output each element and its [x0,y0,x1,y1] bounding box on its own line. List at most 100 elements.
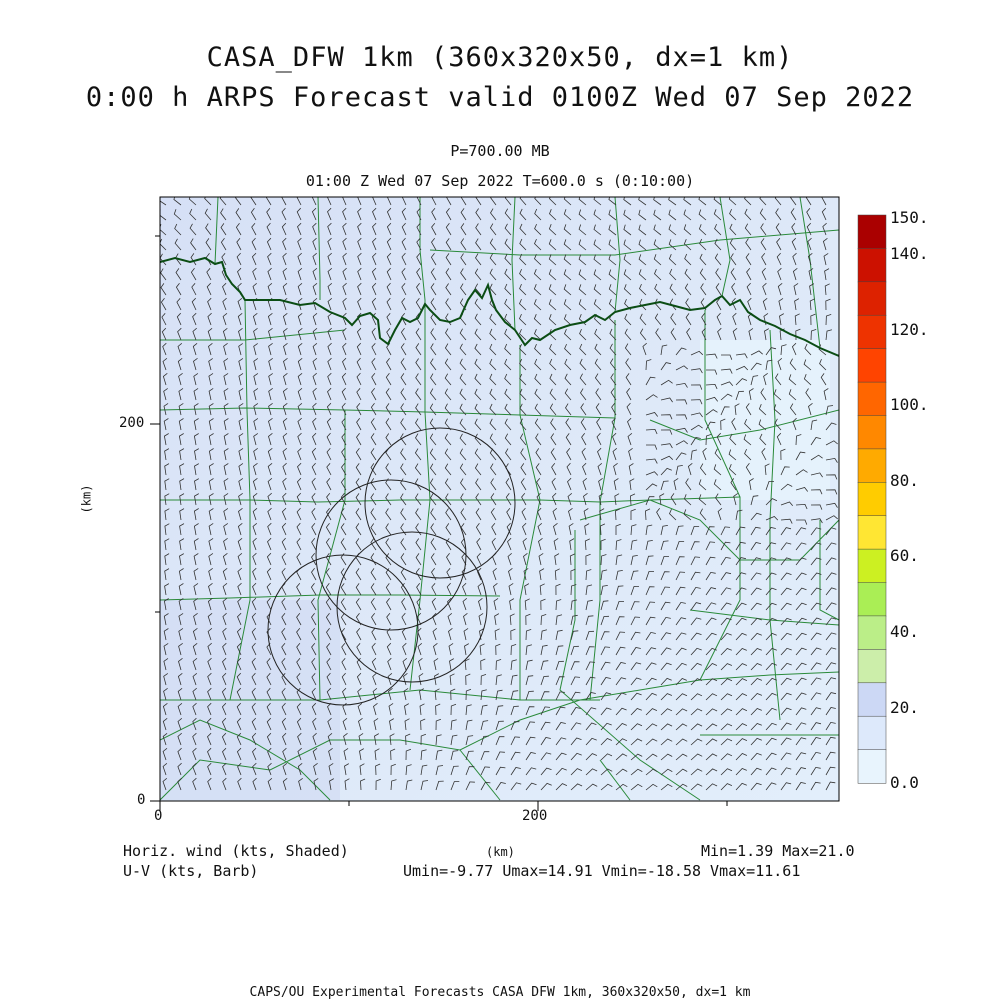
wind-barb [444,433,452,446]
wind-barb [179,448,185,461]
wind-barb [252,582,257,596]
wind-barb [179,478,185,491]
wind-barb [311,628,317,641]
wind-barb [780,448,786,461]
wind-barb [552,507,558,521]
wind-barb [208,373,214,386]
wind-barb [429,403,437,416]
wind-barb [312,387,317,401]
wind-barb [418,657,423,671]
wind-barb [668,209,677,221]
wind-barb [223,418,229,431]
wind-barb [686,328,692,341]
wind-barb [504,268,512,281]
wind-barb [401,612,407,626]
wind-barb [404,718,410,731]
wind-barb [430,553,437,566]
wind-barb [747,297,752,311]
wind-barb [359,763,365,776]
wind-barb [356,388,362,401]
wind-barb [342,297,347,311]
wind-barb [416,238,422,251]
wind-barb [251,642,257,656]
wind-barb [206,282,212,296]
wind-barb [400,508,407,521]
wind-barb [705,723,718,731]
wind-barb [236,657,242,671]
wind-barb [670,493,677,506]
wind-barb [735,753,748,761]
wind-barb [810,766,821,776]
wind-barb [459,403,467,416]
wind-barb [327,222,332,236]
wind-barb [164,523,170,536]
wind-barb [540,598,546,611]
wind-barb [548,254,557,266]
wind-barb [189,223,197,236]
wind-barb [474,403,482,416]
county-line [160,329,346,341]
wind-barb [775,373,782,386]
wind-barb [222,777,227,791]
wind-barb [780,782,792,791]
wind-barb [431,197,437,206]
wind-barb [268,432,273,446]
wind-barb [690,783,703,791]
wind-barb [342,282,347,296]
wind-barb [594,373,602,386]
wind-barb [810,587,822,596]
wind-barb [356,327,362,341]
wind-barb [570,707,581,716]
radar-range-rings [267,427,516,706]
wind-barb [460,508,467,521]
wind-barb [505,478,512,491]
wind-barb [555,722,566,731]
wind-barb [281,537,287,551]
wind-barb [460,478,467,491]
wind-barb [163,433,169,446]
wind-barb [296,477,302,491]
wind-barb [207,642,212,656]
wind-barb [683,197,692,206]
wind-barb [795,469,808,476]
wind-barb [465,750,474,761]
wind-barb [821,207,827,221]
wind-barb [793,283,799,296]
wind-barb [465,719,473,731]
wind-barb [355,568,362,581]
wind-barb [326,402,332,416]
wind-barb [642,342,647,356]
wind-barb [555,629,563,641]
wind-barb [297,222,302,236]
wind-barb [765,722,777,731]
wind-barb [429,433,437,446]
wind-barb [177,702,183,716]
wind-barb [340,568,347,581]
wind-barb [534,197,542,206]
wind-barb [645,662,657,671]
wind-barb [223,373,229,386]
wind-barb [521,493,527,506]
county-boundaries [160,197,839,801]
wind-barb [445,268,452,281]
wind-barb [495,705,504,716]
wind-barb [594,358,602,371]
wind-barb [193,583,199,596]
county-line [649,409,839,441]
wind-barb [690,368,703,374]
wind-barb [474,298,482,311]
wind-barb [236,687,242,701]
wind-barb [698,197,707,206]
wind-barb [810,542,822,551]
wind-barb [490,478,497,491]
wind-barb [400,463,407,476]
wind-barb [582,462,587,476]
wind-barb [585,753,598,761]
wind-barb [430,538,437,551]
wind-barb [475,238,482,251]
wind-barb [750,708,762,716]
wind-barb [432,627,438,641]
wind-barb [462,582,467,596]
wind-barb [822,222,827,236]
wind-barb [401,222,407,236]
